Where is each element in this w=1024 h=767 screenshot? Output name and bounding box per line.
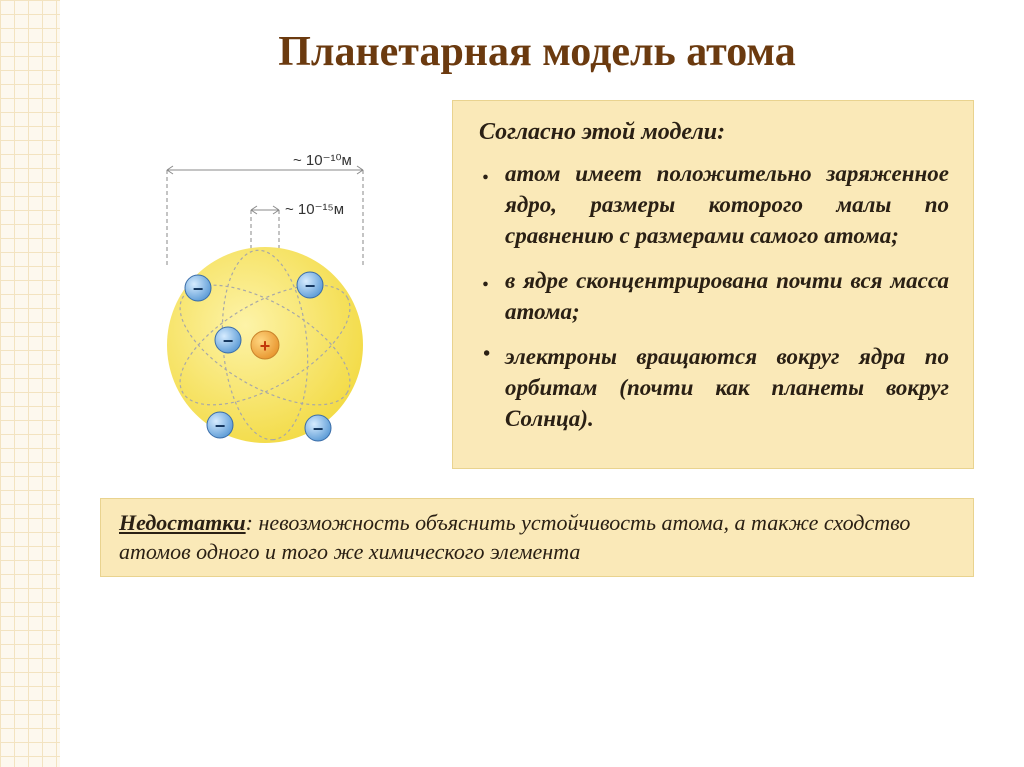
electron: − <box>207 412 233 438</box>
drawbacks-label: Недостатки <box>119 510 246 535</box>
svg-text:−: − <box>193 279 204 299</box>
svg-text:~ 10⁻¹⁵м: ~ 10⁻¹⁵м <box>285 201 344 218</box>
svg-text:−: − <box>305 276 316 296</box>
electron: − <box>215 327 241 353</box>
intro-line: Согласно этой модели: <box>479 119 949 146</box>
slide-title: Планетарная модель атома <box>100 28 974 76</box>
model-bullet-list: атом имеет положительно заряженное ядро,… <box>479 158 949 434</box>
drawbacks-panel: Недостатки: невозможность объяснить усто… <box>100 498 974 577</box>
list-item: электроны вращаются вокруг ядра по орбит… <box>505 341 949 434</box>
list-item: атом имеет положительно заряженное ядро,… <box>505 158 949 251</box>
svg-text:+: + <box>260 336 271 356</box>
svg-text:−: − <box>223 331 234 351</box>
nucleus: + <box>251 331 279 359</box>
electron: − <box>297 272 323 298</box>
atom-diagram: ~ 10⁻¹⁰м ~ 10⁻¹⁵м + − − − − − <box>100 100 430 480</box>
left-side-pattern <box>0 0 60 767</box>
model-description-panel: Согласно этой модели: атом имеет положит… <box>452 100 974 469</box>
content-row: ~ 10⁻¹⁰м ~ 10⁻¹⁵м + − − − − − Согласно этой м… <box>100 100 974 480</box>
electron: − <box>185 275 211 301</box>
svg-text:~ 10⁻¹⁰м: ~ 10⁻¹⁰м <box>293 152 352 169</box>
svg-text:−: − <box>215 416 226 436</box>
electron: − <box>305 415 331 441</box>
svg-text:−: − <box>313 419 324 439</box>
list-item: в ядре сконцентрирована почти вся масса … <box>505 265 949 327</box>
atom-svg: ~ 10⁻¹⁰м ~ 10⁻¹⁵м + − − − − − <box>100 140 430 480</box>
slide: Планетарная модель атома <box>60 0 1024 767</box>
